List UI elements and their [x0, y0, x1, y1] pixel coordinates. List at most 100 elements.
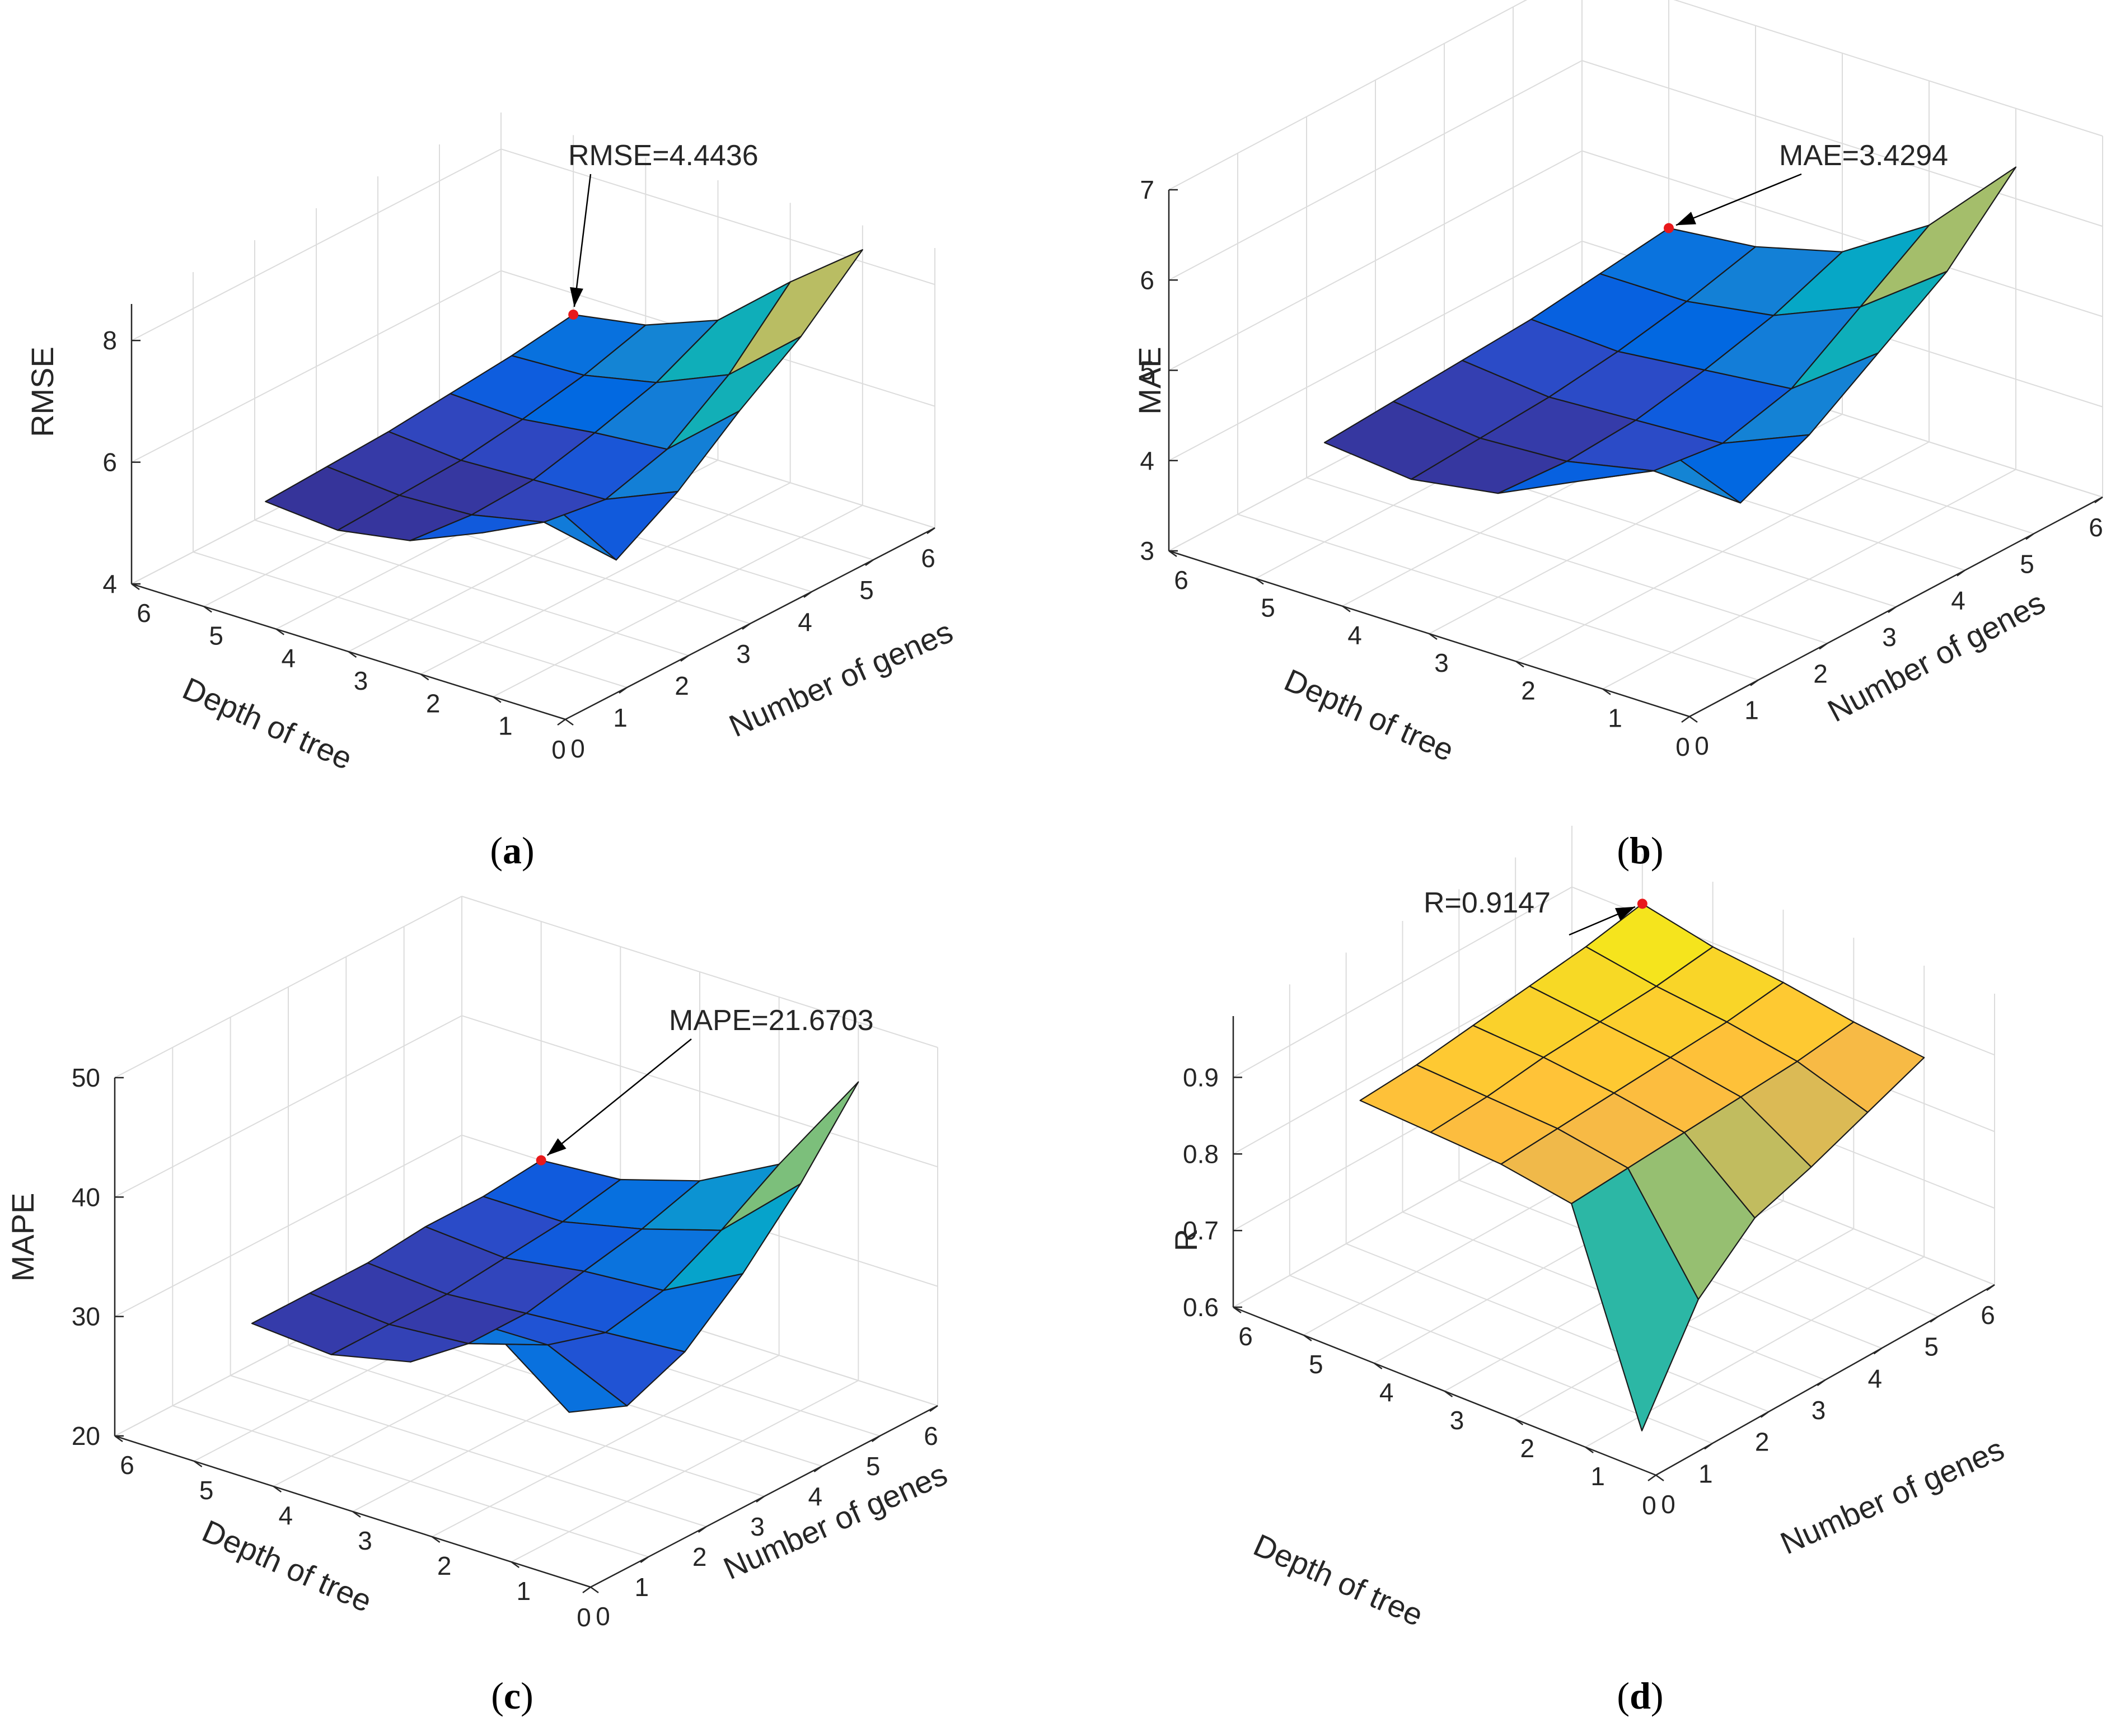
y-tick-mark [1750, 679, 1759, 686]
y-tick-mark [1873, 1347, 1883, 1355]
z-tick-label: 8 [102, 326, 117, 355]
x-tick-label: 4 [279, 1501, 293, 1530]
y-tick-label: 6 [2089, 513, 2103, 542]
x-tick-mark [1233, 1306, 1242, 1314]
panel-label-b: (b) [1617, 829, 1664, 872]
floor-gridline-genes [193, 551, 628, 688]
floor-gridline-genes [172, 1405, 649, 1557]
y-tick-label: 1 [613, 703, 628, 732]
panel-label-d: (d) [1617, 1674, 1664, 1717]
x-tick-label: 0 [596, 1602, 610, 1631]
x-tick-mark [275, 628, 285, 635]
x-tick-label: 4 [282, 644, 296, 673]
surface-cell [1323, 401, 1481, 480]
z-tick-label: 6 [1140, 265, 1154, 294]
z-tick-label: 0.7 [1183, 1216, 1219, 1245]
y-tick-label: 0 [577, 1603, 591, 1632]
x-tick-label: 5 [209, 621, 223, 650]
surface-cell [265, 466, 400, 531]
x-tick-label: 2 [426, 689, 441, 718]
z-axis-label: R [1168, 1229, 1204, 1251]
y-tick-label: 1 [635, 1573, 649, 1602]
y-axis-label: Number of genes [1822, 584, 2051, 728]
x-tick-mark [1255, 578, 1264, 585]
y-tick-label: 5 [866, 1452, 881, 1481]
x-tick-mark [273, 1485, 282, 1493]
annotation-arrow-head [1615, 906, 1635, 921]
x-tick-mark [348, 651, 357, 658]
x-tick-mark [131, 583, 140, 591]
x-tick-label: 5 [1261, 593, 1275, 622]
x-tick-mark [203, 606, 212, 613]
y-tick-label: 6 [921, 544, 935, 573]
y-tick-label: 6 [1981, 1300, 1995, 1330]
surface [1359, 903, 1925, 1431]
surface [265, 249, 863, 561]
y-tick-label: 3 [1882, 623, 1897, 652]
x-tick-label: 6 [120, 1450, 134, 1480]
y-tick-mark [1681, 715, 1690, 723]
z-axis-label: MAPE [5, 1193, 40, 1282]
annotation-arrow-head [1676, 212, 1696, 226]
annotation-arrow-head [570, 287, 583, 307]
y-tick-mark [871, 1435, 881, 1443]
y-tick-mark [698, 1526, 707, 1533]
annotation-arrow-line [573, 174, 592, 307]
y-tick-label: 3 [750, 1512, 765, 1541]
panel-b-mae-surface: 0 1 2 3 4 5 6 0 1 2 3 4 5 6 3 4 5 6 7 MAE Depth of tree Numbe… [1062, 0, 2125, 868]
floor-gridline-genes [1237, 513, 1759, 681]
annotation-arrow-head [547, 1138, 567, 1155]
x-tick-label: 4 [1347, 621, 1362, 650]
y-tick-label: 2 [1813, 659, 1828, 688]
surface [1323, 166, 2017, 504]
panel-label-c: (c) [491, 1674, 533, 1717]
z-tick-label: 4 [1140, 446, 1154, 475]
y-tick-label: 6 [924, 1421, 938, 1450]
y-tick-mark [756, 1495, 765, 1503]
z-tick-label: 0.6 [1183, 1293, 1219, 1322]
annotation-label: MAPE=21.6703 [669, 1004, 874, 1037]
y-axis-label: Number of genes [1775, 1431, 2009, 1561]
x-tick-label: 1 [1590, 1462, 1605, 1491]
y-tick-mark [2025, 533, 2034, 540]
y-tick-label: 2 [675, 671, 689, 700]
z-tick-label: 40 [72, 1182, 100, 1211]
x-tick-label: 3 [1434, 648, 1449, 677]
x-tick-label: 2 [1521, 676, 1536, 705]
x-tick-label: 3 [1450, 1406, 1464, 1435]
x-tick-mark [1514, 1418, 1524, 1426]
y-tick-mark [1817, 1379, 1826, 1387]
z-axis-label: MAE [1132, 347, 1167, 414]
y-tick-label: 3 [736, 639, 751, 668]
x-tick-label: 2 [1520, 1434, 1535, 1463]
x-axis-label: Depth of tree [177, 671, 357, 776]
x-tick-label: 5 [1309, 1350, 1323, 1379]
y-tick-mark [1986, 1284, 1995, 1292]
y-tick-mark [1819, 643, 1828, 650]
y-tick-mark [742, 623, 751, 630]
z-tick-label: 6 [102, 448, 117, 477]
annotation-arrow-line [546, 1038, 692, 1156]
y-tick-label: 4 [798, 607, 812, 637]
optimum-annotation: MAE=3.4294 [1664, 139, 1948, 233]
x-tick-label: 4 [1379, 1378, 1394, 1407]
y-tick-mark [2094, 496, 2103, 504]
x-tick-label: 2 [437, 1551, 452, 1580]
y-tick-mark [640, 1556, 649, 1564]
x-tick-mark [352, 1510, 361, 1518]
x-tick-label: 6 [1174, 565, 1188, 595]
x-tick-label: 3 [358, 1526, 372, 1555]
floor-gridline-genes [230, 1375, 706, 1527]
x-tick-label: 6 [137, 598, 151, 628]
panel-c-mape-surface: 0 1 2 3 4 5 6 0 1 2 3 4 5 6 20 30 40 50 MAPE Depth of tree N… [0, 868, 1062, 1736]
y-tick-label: 2 [692, 1542, 707, 1571]
z-tick-label: 50 [72, 1063, 100, 1092]
y-tick-label: 0 [1642, 1491, 1656, 1520]
y-tick-mark [865, 559, 874, 567]
x-tick-mark [565, 718, 574, 726]
x-tick-mark [1655, 1474, 1664, 1482]
